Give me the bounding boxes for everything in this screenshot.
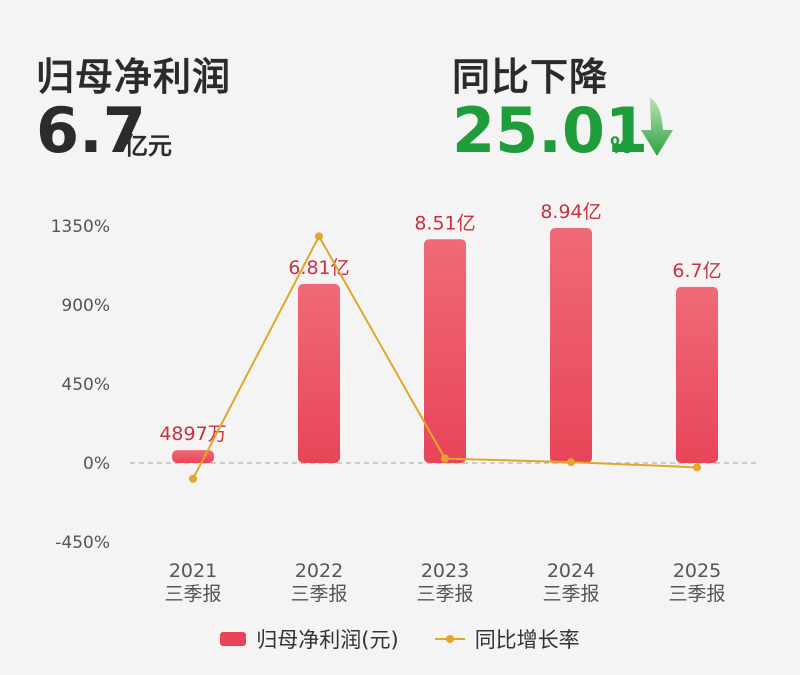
legend-item-net-profit[interactable]: 归母净利润(元) — [220, 624, 399, 654]
net-profit-value: 6.7 — [36, 94, 146, 167]
x-tick-year: 2024 — [547, 560, 595, 582]
bar-series — [172, 228, 718, 463]
growth-point-2025[interactable] — [693, 463, 701, 472]
y-tick-label: 0% — [83, 454, 110, 474]
x-tick-year: 2023 — [421, 560, 469, 582]
x-tick-year: 2025 — [673, 560, 721, 582]
chart-legend: 归母净利润(元) 同比增长率 — [0, 624, 800, 654]
y-tick-label: -450% — [55, 533, 110, 553]
down-arrow-icon — [641, 98, 673, 156]
yoy-change-title: 同比下降 — [452, 55, 609, 99]
legend-line-swatch — [434, 632, 465, 646]
y-tick-label: 1350% — [51, 217, 110, 237]
bar-value-label: 6.7亿 — [672, 260, 721, 282]
bar-value-label: 8.51亿 — [414, 212, 475, 234]
bar-2025[interactable] — [676, 286, 718, 463]
legend-bar-swatch — [220, 632, 247, 646]
bar-2023[interactable] — [424, 239, 466, 463]
net-profit-unit: 亿元 — [124, 132, 172, 160]
profit-chart: 1350%900%450%0%-450% 4897万6.81亿8.51亿8.94… — [51, 201, 760, 605]
y-tick-label: 450% — [61, 375, 110, 395]
growth-point-2021[interactable] — [189, 474, 197, 483]
x-tick-period: 三季报 — [164, 583, 221, 605]
growth-point-2022[interactable] — [315, 232, 323, 241]
growth-point-2024[interactable] — [567, 458, 575, 467]
bar-2022[interactable] — [298, 283, 340, 463]
y-axis: 1350% 900% 450% 0% -450% — [51, 217, 110, 553]
legend-label-net-profit: 归母净利润(元) — [256, 628, 399, 652]
x-tick-period: 三季报 — [542, 583, 599, 605]
x-tick-year: 2022 — [295, 560, 343, 582]
y-tick-label: 900% — [61, 296, 110, 316]
x-tick-year: 2021 — [169, 560, 217, 582]
bar-value-label: 4897万 — [159, 423, 226, 445]
growth-point-2023[interactable] — [441, 454, 449, 463]
x-tick-period: 三季报 — [668, 583, 725, 605]
legend-item-growth-rate[interactable]: 同比增长率 — [434, 624, 580, 654]
bar-value-label: 8.94亿 — [540, 201, 601, 223]
yoy-change-value: 25.01 — [452, 94, 649, 167]
x-tick-period: 三季报 — [290, 583, 347, 605]
yoy-change-unit: % — [610, 134, 633, 159]
summary-header: 归母净利润 6.7 亿元 同比下降 25.01 % — [0, 0, 800, 180]
growth-rate-series — [189, 232, 701, 483]
legend-label-growth-rate: 同比增长率 — [474, 628, 580, 652]
x-tick-period: 三季报 — [416, 583, 473, 605]
net-profit-title: 归母净利润 — [36, 55, 232, 99]
bar-2024[interactable] — [550, 228, 592, 463]
